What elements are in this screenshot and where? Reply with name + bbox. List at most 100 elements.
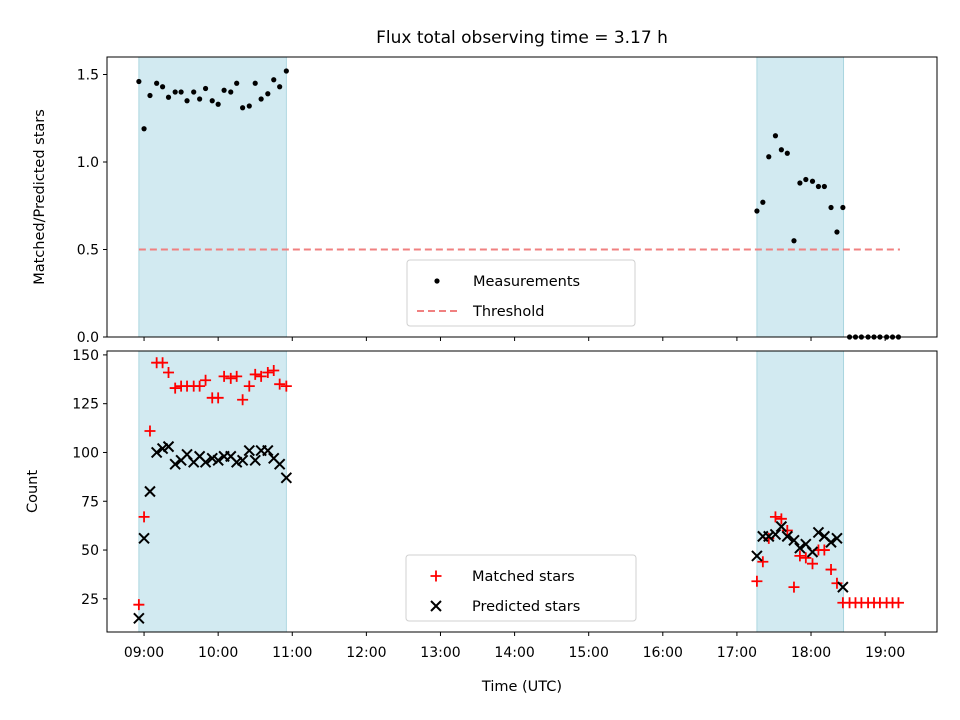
legend-label: Measurements: [473, 274, 580, 290]
matched-point: [781, 525, 793, 537]
matched-point: [769, 511, 781, 523]
x-tick-label: 14:00: [494, 645, 534, 661]
data-point: [141, 126, 147, 132]
legend-box: [405, 554, 637, 622]
predicted-point: [133, 612, 145, 625]
matched-point: [169, 382, 181, 394]
matched-point: [157, 357, 169, 369]
matched-point: [163, 366, 175, 378]
data-point: [778, 147, 784, 153]
predicted-point: [831, 532, 843, 545]
data-point: [840, 204, 846, 211]
data-point: [760, 199, 766, 205]
predicted-point: [812, 526, 825, 539]
matched-point: [243, 380, 255, 392]
legend-marker: [430, 600, 442, 612]
data-point: [784, 150, 790, 156]
data-point: [809, 178, 816, 184]
y-tick-label: 0.5: [77, 243, 99, 259]
legend-marker: [434, 278, 440, 284]
y-tick-label: 25: [81, 592, 99, 608]
data-point: [821, 183, 827, 190]
observing-span: [756, 56, 845, 338]
matched-point: [831, 577, 843, 589]
predicted-point: [837, 581, 849, 593]
legend-marker: [430, 570, 442, 582]
x-axis-label: Time (UTC): [481, 679, 562, 695]
matched-point: [200, 374, 212, 386]
data-point: [240, 105, 246, 111]
legend: Measurements Threshold: [406, 259, 636, 327]
axes-frame: [106, 56, 938, 338]
predicted-point: [781, 530, 794, 543]
matched-point: [237, 394, 249, 406]
predicted-point: [150, 446, 163, 459]
data-point: [797, 180, 803, 186]
data-point: [178, 89, 184, 95]
predicted-point: [280, 472, 293, 484]
legend: Matched stars Predicted stars: [405, 554, 637, 622]
count-panel: 25 50 75 100 125 150 09:00 10:00 11:00 12:00 13:00…: [25, 348, 938, 661]
x-tick-label: 19:00: [865, 645, 905, 661]
matched-point: [751, 575, 763, 587]
predicted-point: [788, 534, 800, 546]
data-point: [834, 229, 840, 235]
data-point: [154, 80, 160, 86]
y-tick-label: 0.0: [77, 330, 99, 346]
predicted-point: [169, 458, 181, 470]
y-tick-label: 150: [72, 348, 99, 364]
y-tick-label: 125: [72, 397, 99, 413]
matched-point: [262, 366, 274, 378]
matched-point: [249, 368, 261, 380]
predicted-point: [794, 542, 806, 554]
data-point: [172, 89, 178, 95]
data-point: [271, 77, 277, 83]
data-point: [184, 98, 190, 104]
data-point: [147, 92, 153, 99]
predicted-point: [236, 454, 249, 466]
data-point: [766, 154, 772, 160]
data-point: [234, 80, 240, 86]
data-point: [202, 85, 209, 92]
data-point: [265, 91, 271, 97]
predicted-point: [212, 454, 224, 466]
y-tick-label: 75: [81, 494, 99, 510]
matched-point: [807, 558, 818, 570]
matched-point: [794, 550, 806, 562]
matched-point: [818, 544, 830, 556]
matched-point: [775, 513, 787, 525]
predicted-point: [751, 550, 763, 562]
observing-span: [138, 56, 287, 338]
matched-point: [274, 378, 286, 390]
predicted-point: [199, 456, 212, 468]
data-point: [197, 96, 203, 102]
data-point: [191, 89, 197, 95]
matched-point: [225, 372, 237, 384]
matched-point: [280, 380, 292, 392]
x-tick-label: 18:00: [791, 645, 831, 661]
y-axis-label: Matched/Predicted stars: [32, 109, 48, 285]
predicted-point: [243, 444, 255, 457]
legend-label: Predicted stars: [472, 599, 580, 615]
predicted-point: [138, 532, 150, 545]
predicted-point: [144, 485, 156, 498]
matched-point: [757, 556, 769, 568]
data-point: [165, 94, 172, 100]
matched-point: [138, 511, 150, 523]
matched-point: [892, 597, 904, 609]
x-tick-label: 10:00: [198, 645, 238, 661]
y-axis-label: Count: [25, 470, 41, 513]
x-tick-label: 12:00: [346, 645, 386, 661]
matched-point: [800, 552, 812, 564]
data-point: [215, 101, 221, 107]
x-tick-label: 13:00: [420, 645, 460, 661]
data-point: [246, 103, 252, 109]
data-point: [252, 80, 258, 86]
matched-point: [788, 581, 800, 593]
data-point: [815, 183, 822, 190]
predicted-point: [262, 444, 274, 457]
data-point: [159, 84, 166, 90]
x-tick-label: 09:00: [124, 645, 164, 661]
matched-point: [825, 564, 837, 576]
